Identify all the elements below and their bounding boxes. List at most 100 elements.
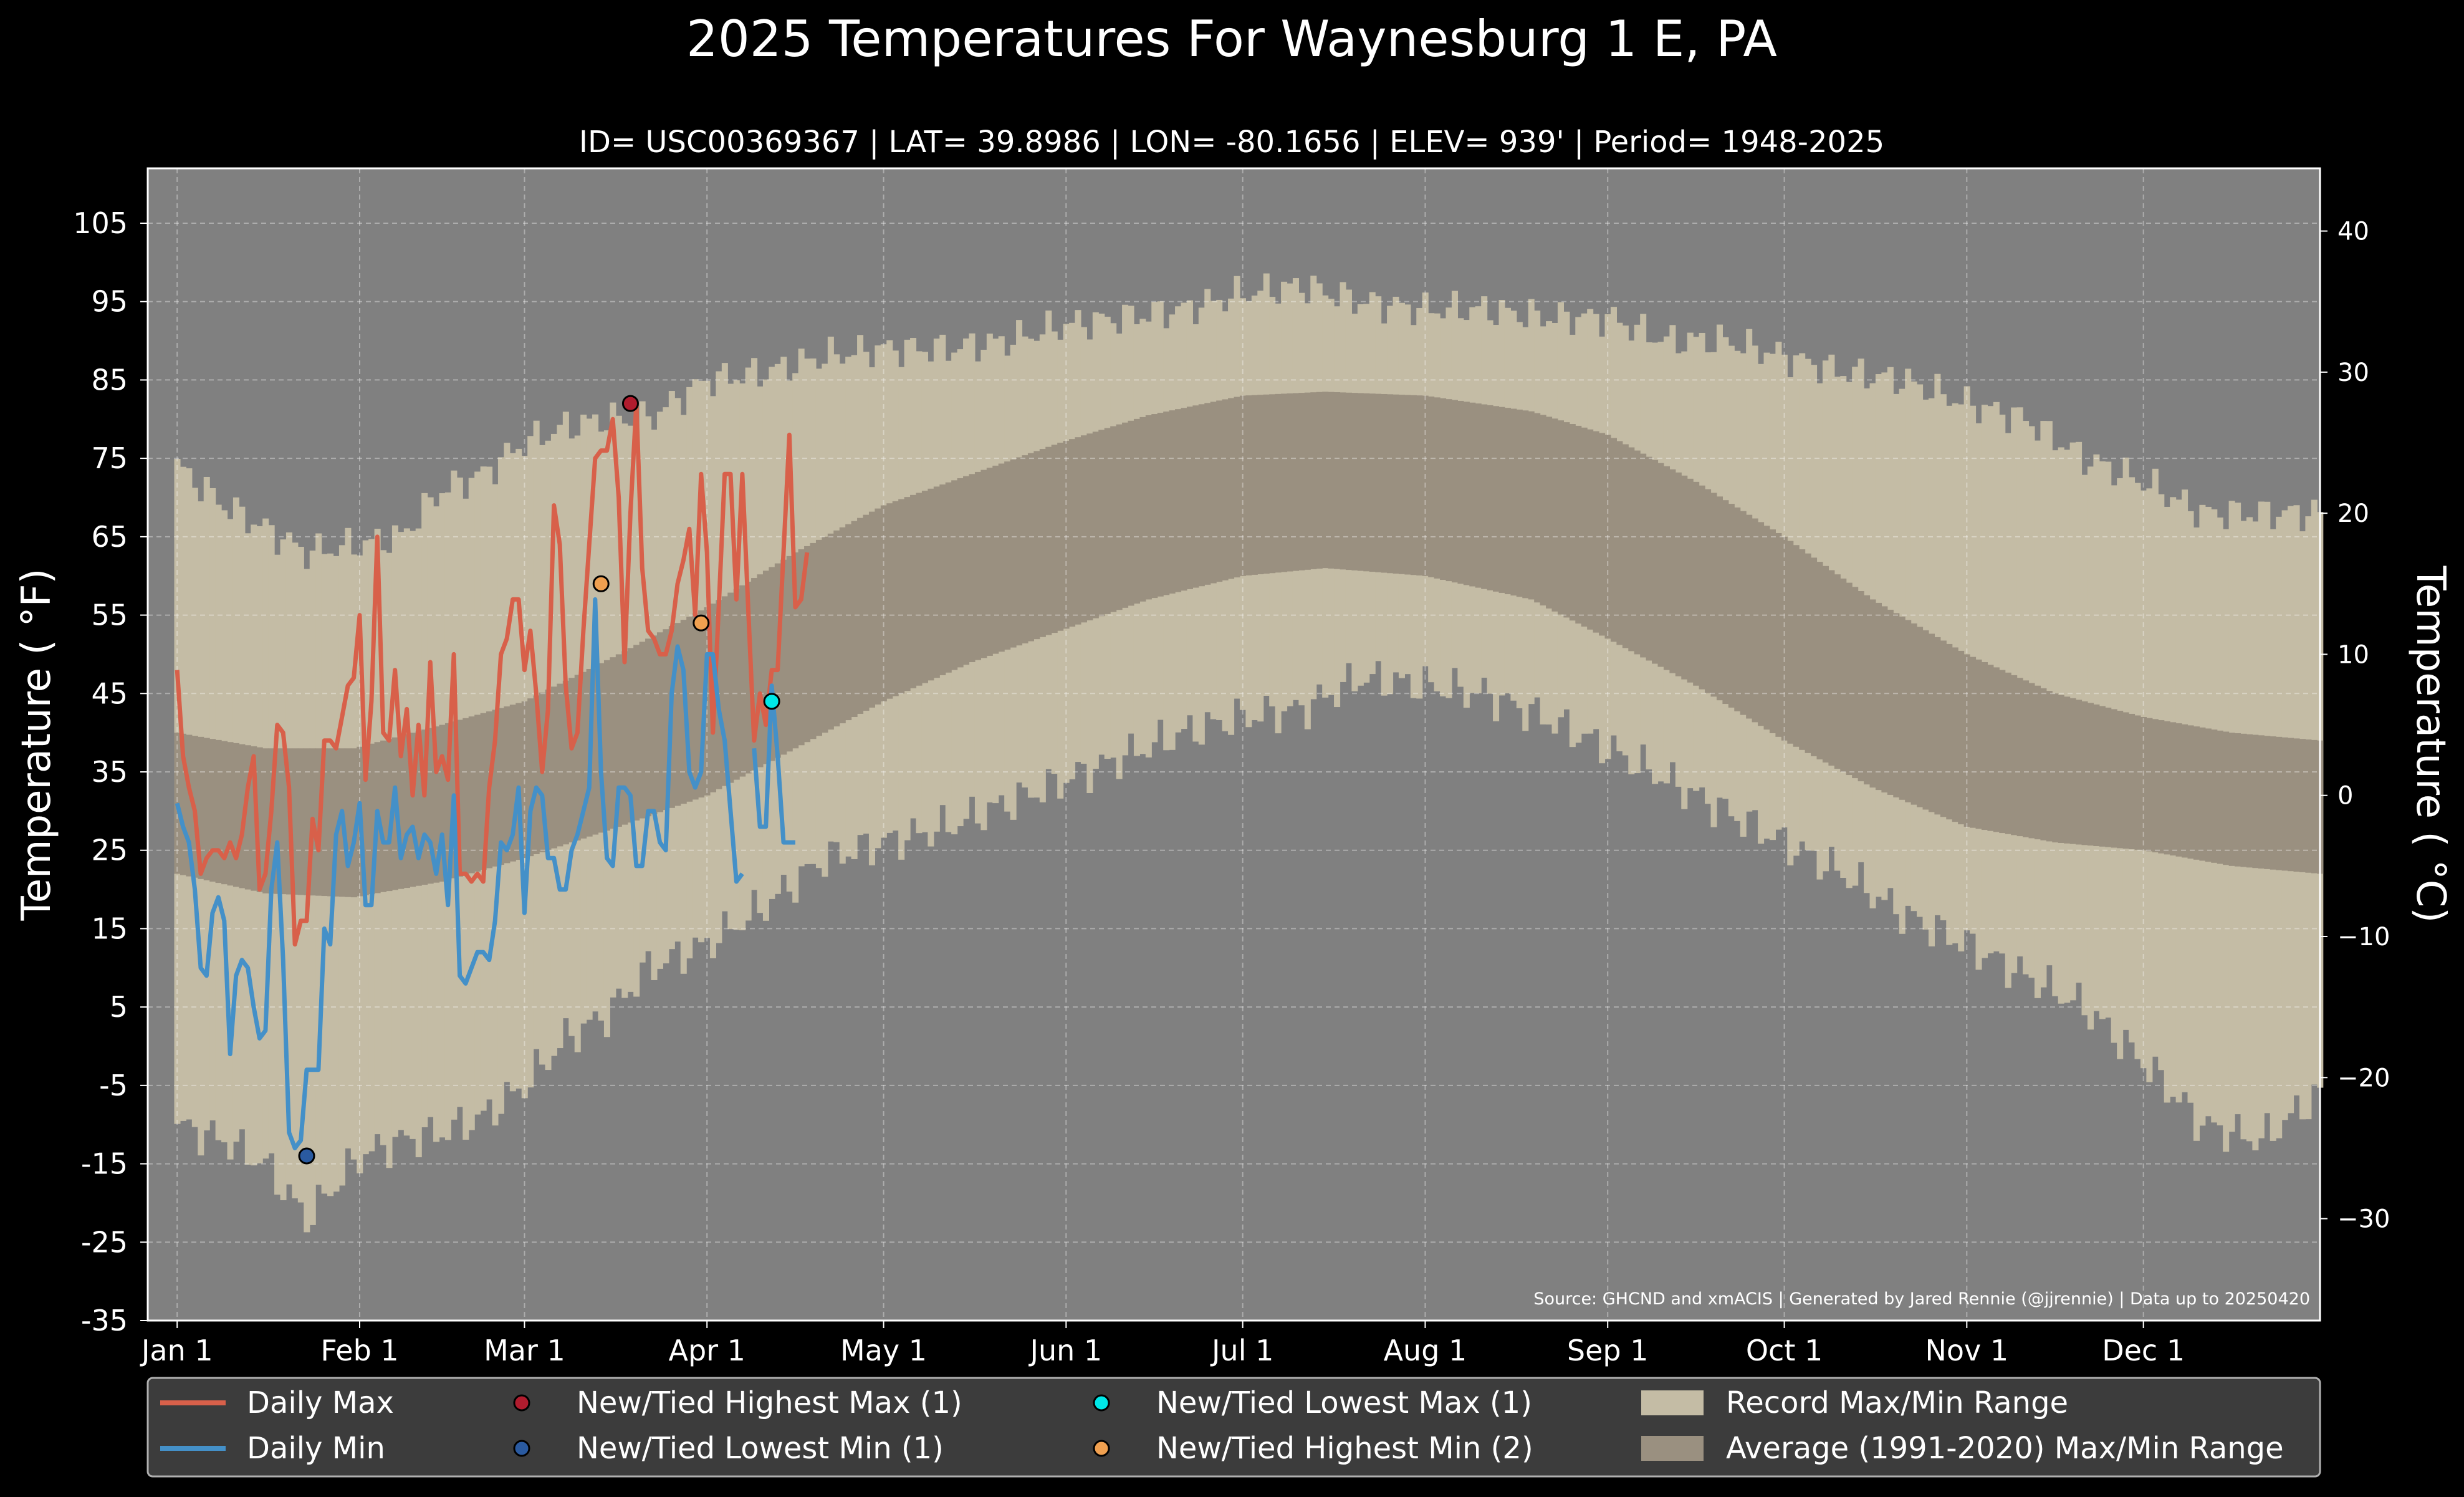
y-right-tick-label: −10 [2337, 923, 2390, 951]
average-range-bar [1133, 418, 1140, 604]
average-range-bar [1063, 441, 1070, 629]
average-range-bar [656, 632, 663, 812]
average-range-bar [1075, 437, 1081, 625]
average-range-bar [562, 680, 569, 845]
average-range-bar [1528, 411, 1535, 600]
average-range-bar [1033, 451, 1040, 640]
legend-label: Daily Min [247, 1431, 385, 1466]
legend-marker-swatch [513, 1440, 530, 1457]
average-range-bar [2093, 704, 2100, 847]
average-range-bar [1022, 455, 1028, 643]
average-range-bar [1039, 449, 1046, 637]
average-range-bar [297, 748, 304, 895]
average-range-bar [2228, 733, 2235, 866]
average-range-bar [1375, 393, 1382, 572]
average-range-bar [1522, 410, 1529, 599]
average-range-bar [2182, 724, 2188, 858]
average-range-bar [492, 710, 499, 867]
y-tick-label: 55 [91, 599, 128, 632]
average-range-bar [1487, 405, 1493, 590]
average-range-bar [1581, 427, 1588, 627]
y-right-tick-label: 10 [2337, 640, 2369, 669]
y-tick-label: 105 [73, 206, 128, 240]
average-range-bar [1917, 627, 1924, 807]
x-tick-label: Mar 1 [484, 1334, 565, 1367]
legend-label: New/Tied Highest Max (1) [577, 1385, 962, 1420]
average-range-bar [1281, 393, 1288, 572]
average-range-bar [1875, 602, 1882, 791]
average-range-bar [580, 671, 587, 839]
x-tick-label: Oct 1 [1746, 1334, 1823, 1367]
average-range-bar [1963, 654, 1970, 827]
average-range-bar [1910, 623, 1917, 805]
average-range-bar [1504, 408, 1511, 595]
average-range-bar [2146, 718, 2153, 852]
average-range-bar [1728, 504, 1735, 708]
average-range-bar [951, 480, 958, 670]
average-range-bar [1181, 408, 1187, 591]
average-range-bar [1816, 562, 1823, 759]
x-tick-label: Jan 1 [140, 1334, 213, 1367]
average-range-bar [868, 511, 875, 708]
average-range-bar [1840, 578, 1847, 772]
average-range-bar [1463, 402, 1470, 585]
average-range-bar [1369, 393, 1376, 572]
lowest-min-marker [298, 1147, 315, 1165]
average-range-bar [904, 497, 911, 691]
average-range-bar [2099, 706, 2106, 847]
y-right-tick-label: −20 [2337, 1064, 2390, 1092]
average-range-bar [1705, 489, 1712, 693]
average-range-bar [745, 581, 752, 774]
average-range-bar [368, 743, 375, 895]
y-right-tick-label: 40 [2337, 218, 2369, 246]
average-range-bar [1210, 402, 1217, 584]
average-range-bar [533, 695, 540, 854]
average-range-bar [1628, 447, 1635, 652]
x-tick-label: May 1 [840, 1334, 927, 1367]
legend-marker-swatch [1093, 1440, 1110, 1457]
average-range-bar [2264, 736, 2271, 869]
average-range-bar [1069, 439, 1076, 627]
average-range-bar [792, 552, 799, 749]
y-axis-label-right: Temperature ( °C) [2407, 566, 2453, 923]
average-range-bar [2276, 736, 2283, 870]
average-range-bar [603, 660, 610, 831]
y-tick-label: 45 [91, 676, 128, 710]
average-range-bar [1440, 398, 1447, 580]
average-range-bar [1116, 424, 1123, 610]
average-range-bar [1387, 394, 1394, 574]
average-range-bar [2140, 717, 2147, 850]
average-range-bar [1104, 428, 1111, 614]
average-range-bar [2158, 720, 2165, 854]
y-right-tick-label: 0 [2337, 782, 2353, 811]
average-range-bar [527, 698, 534, 857]
average-range-bar [280, 748, 287, 895]
average-range-bar [727, 592, 734, 783]
average-range-bar [804, 546, 811, 743]
average-range-bar [1775, 532, 1782, 737]
average-range-bar [1834, 574, 1841, 769]
highest-min-marker [693, 614, 710, 632]
average-range-bar [1993, 667, 2000, 832]
average-range-bar [1822, 566, 1829, 763]
average-range-bar [880, 505, 887, 701]
average-range-bar [386, 739, 393, 892]
average-range-bar [497, 708, 504, 865]
average-range-bar [362, 745, 369, 895]
average-range-bar [1451, 400, 1458, 583]
average-range-bar [998, 463, 1005, 652]
average-range-bar [1681, 475, 1688, 680]
average-range-bar [739, 585, 746, 777]
average-range-bar [251, 746, 257, 891]
average-range-bar [1669, 469, 1676, 673]
average-range-bar [1169, 410, 1176, 594]
average-range-bar [198, 736, 204, 879]
average-range-bar [1716, 496, 1723, 701]
average-range-bar [627, 648, 634, 823]
average-range-bar [1604, 435, 1611, 639]
average-range-bar [633, 645, 640, 821]
average-range-bar [1328, 392, 1335, 569]
average-range-bar [2211, 729, 2218, 863]
average-range-bar [1952, 647, 1958, 822]
average-range-bar [1287, 393, 1293, 572]
